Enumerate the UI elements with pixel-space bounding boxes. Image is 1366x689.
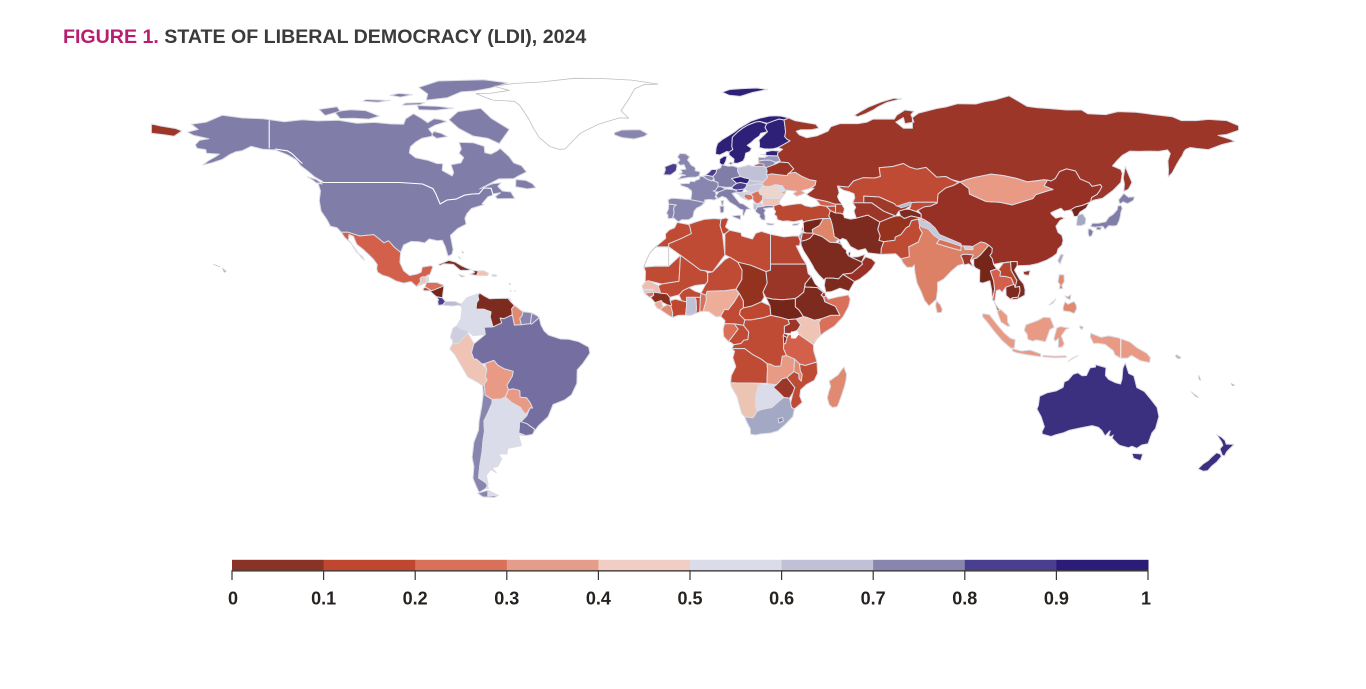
svg-text:0.1: 0.1	[311, 589, 336, 609]
svg-text:0.4: 0.4	[586, 589, 611, 609]
svg-text:0.9: 0.9	[1044, 589, 1069, 609]
svg-text:0.2: 0.2	[403, 589, 428, 609]
svg-text:0: 0	[228, 589, 238, 609]
svg-text:0.5: 0.5	[677, 589, 702, 609]
svg-text:0.6: 0.6	[769, 589, 794, 609]
svg-text:1: 1	[1141, 589, 1151, 609]
svg-text:0.7: 0.7	[861, 589, 886, 609]
svg-text:0.8: 0.8	[952, 589, 977, 609]
svg-text:0.3: 0.3	[494, 589, 519, 609]
